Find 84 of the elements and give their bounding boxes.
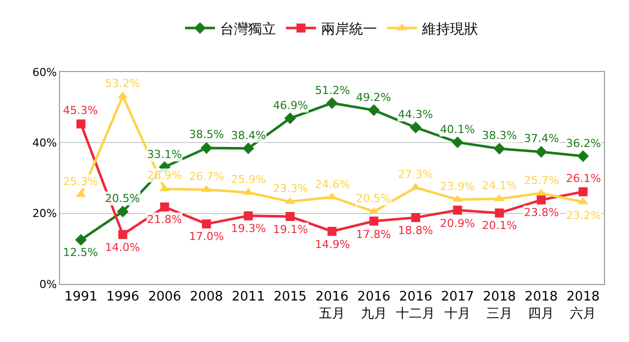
data-label: 38.3% (482, 129, 517, 142)
point (75, 234, 87, 246)
data-label: 20.1% (482, 219, 517, 232)
x-tick-label: 2016 九月 (357, 290, 390, 322)
x-tick-label: 2008 (190, 290, 224, 305)
point (284, 112, 296, 124)
data-label: 37.4% (524, 132, 559, 145)
x-tick-label: 2015 (274, 290, 307, 305)
legend-label: 維持現狀 (421, 22, 478, 38)
data-label: 25.3% (63, 175, 98, 188)
point (453, 206, 462, 215)
y-tick-label: 0% (39, 278, 57, 291)
point (118, 230, 128, 240)
data-label: 44.3% (398, 108, 433, 121)
data-label: 24.1% (482, 179, 517, 192)
data-label: 17.0% (189, 230, 224, 243)
data-label: 19.1% (273, 223, 308, 236)
point (494, 142, 506, 155)
point (494, 208, 504, 218)
data-label: 14.0% (105, 241, 140, 254)
data-label: 26.7% (189, 170, 224, 183)
data-label: 14.9% (315, 238, 350, 251)
point (286, 212, 295, 222)
x-tick-label: 2011 (232, 290, 265, 305)
point (242, 142, 254, 154)
data-label: 38.4% (231, 129, 266, 142)
data-label: 23.8% (524, 206, 559, 219)
point (244, 211, 253, 220)
point (535, 146, 548, 158)
point (202, 219, 211, 228)
data-label: 33.1% (147, 148, 182, 161)
point (160, 202, 170, 212)
x-tick-label: 1991 (64, 290, 98, 305)
data-label: 53.2% (105, 77, 140, 90)
data-label: 24.6% (315, 178, 350, 191)
data-label: 17.8% (356, 228, 391, 241)
x-tick-label: 2018 六月 (566, 290, 600, 322)
data-label: 20.5% (356, 192, 391, 205)
data-label: 45.3% (63, 104, 98, 117)
data-label: 46.9% (273, 99, 308, 112)
point (368, 104, 380, 116)
point (578, 187, 588, 196)
data-label: 38.5% (189, 128, 224, 141)
y-tick-label: 40% (32, 136, 57, 150)
point (116, 206, 129, 218)
data-label: 19.3% (231, 222, 266, 235)
x-tick-label: 2016 十二月 (396, 290, 436, 322)
x-tick-label: 1996 (106, 290, 140, 305)
point (328, 226, 336, 236)
data-label: 25.9% (231, 173, 266, 186)
x-tick-label: 2018 三月 (482, 290, 516, 322)
y-tick-label: 20% (32, 207, 57, 220)
data-label: 23.9% (440, 180, 475, 193)
data-label: 26.1% (566, 172, 601, 185)
point (411, 213, 420, 222)
y-tick-label: 60% (32, 66, 57, 79)
data-label: 26.9% (147, 169, 182, 182)
point (452, 136, 464, 148)
data-label: 40.1% (440, 123, 475, 136)
data-label: 36.2% (566, 137, 601, 150)
x-tick-label: 2017 十月 (440, 290, 474, 322)
data-label: 18.8% (398, 224, 433, 237)
data-label: 21.8% (147, 213, 182, 226)
data-label: 51.2% (315, 84, 350, 97)
data-label: 23.2% (566, 209, 601, 222)
point (76, 119, 86, 128)
point (326, 97, 338, 109)
x-tick-label: 2006 (148, 290, 182, 305)
data-label: 27.3% (398, 168, 433, 181)
data-label: 49.2% (356, 91, 391, 104)
data-label: 20.5% (105, 192, 140, 205)
x-tick-label: 2016 五月 (315, 290, 349, 322)
x-tick-label: 2018 四月 (524, 290, 558, 322)
point (410, 122, 422, 134)
data-label: 23.3% (273, 182, 308, 195)
data-label: 12.5% (63, 246, 98, 259)
point (369, 216, 378, 226)
data-label: 20.9% (440, 217, 475, 230)
point (200, 142, 212, 154)
legend-label: 兩岸統一 (321, 22, 377, 38)
data-label: 25.7% (524, 174, 559, 187)
point (536, 195, 546, 204)
legend-label: 台灣獨立 (220, 22, 276, 38)
point (577, 150, 589, 162)
